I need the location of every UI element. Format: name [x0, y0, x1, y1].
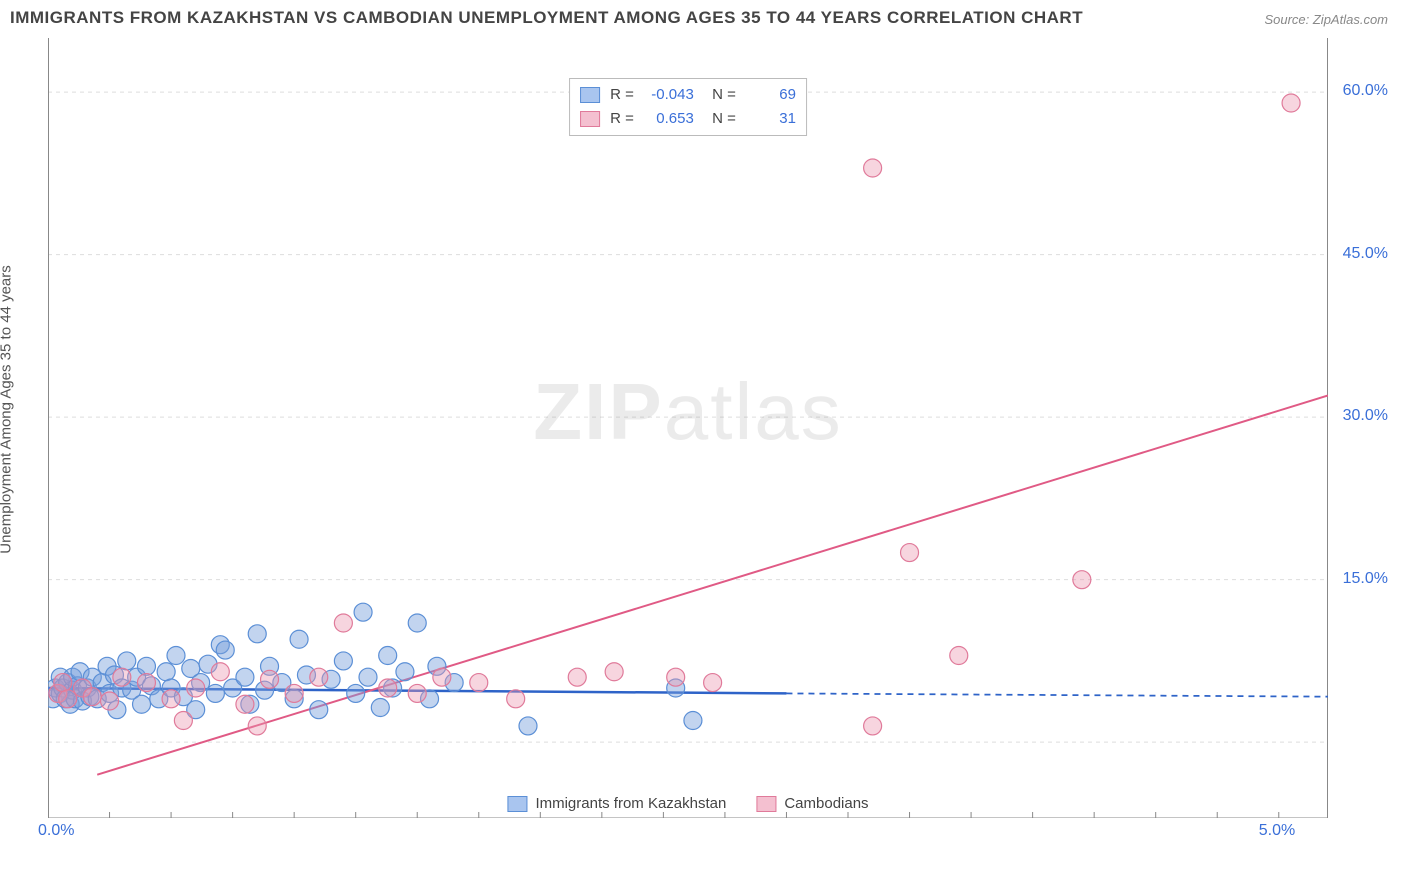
- legend-n-label: N =: [704, 83, 736, 107]
- y-axis-tick: 30.0%: [1343, 407, 1388, 425]
- source-label: Source: ZipAtlas.com: [1264, 12, 1388, 27]
- legend-bottom-label-1: Cambodians: [784, 795, 868, 812]
- legend-r-value-1: 0.653: [644, 107, 694, 131]
- legend-bottom-swatch-0: [507, 796, 527, 812]
- legend-swatch-1: [580, 111, 600, 127]
- legend-bottom-label-0: Immigrants from Kazakhstan: [535, 795, 726, 812]
- legend-n-value-1: 31: [746, 107, 796, 131]
- legend-row-series-0: R = -0.043 N = 69: [580, 83, 796, 107]
- chart-svg: [48, 38, 1328, 818]
- legend-swatch-0: [580, 87, 600, 103]
- legend-bottom-swatch-1: [756, 796, 776, 812]
- x-axis-tick-0: 0.0%: [38, 822, 74, 840]
- legend-item-1: Cambodians: [756, 795, 868, 812]
- y-axis-tick: 60.0%: [1343, 82, 1388, 100]
- legend-r-label: R =: [610, 107, 634, 131]
- legend-n-value-0: 69: [746, 83, 796, 107]
- legend-r-label: R =: [610, 83, 634, 107]
- legend-n-label: N =: [704, 107, 736, 131]
- x-axis-tick-1: 5.0%: [1259, 822, 1295, 840]
- legend-row-series-1: R = 0.653 N = 31: [580, 107, 796, 131]
- plot-area: ZIPatlas R = -0.043 N = 69 R = 0.653 N =…: [48, 38, 1328, 818]
- chart-title: IMMIGRANTS FROM KAZAKHSTAN VS CAMBODIAN …: [10, 8, 1083, 28]
- series-legend: Immigrants from Kazakhstan Cambodians: [507, 795, 868, 812]
- correlation-legend: R = -0.043 N = 69 R = 0.653 N = 31: [569, 78, 807, 136]
- y-axis-label: Unemployment Among Ages 35 to 44 years: [0, 266, 15, 555]
- y-axis-tick: 15.0%: [1343, 570, 1388, 588]
- legend-r-value-0: -0.043: [644, 83, 694, 107]
- legend-item-0: Immigrants from Kazakhstan: [507, 795, 726, 812]
- y-axis-tick: 45.0%: [1343, 245, 1388, 263]
